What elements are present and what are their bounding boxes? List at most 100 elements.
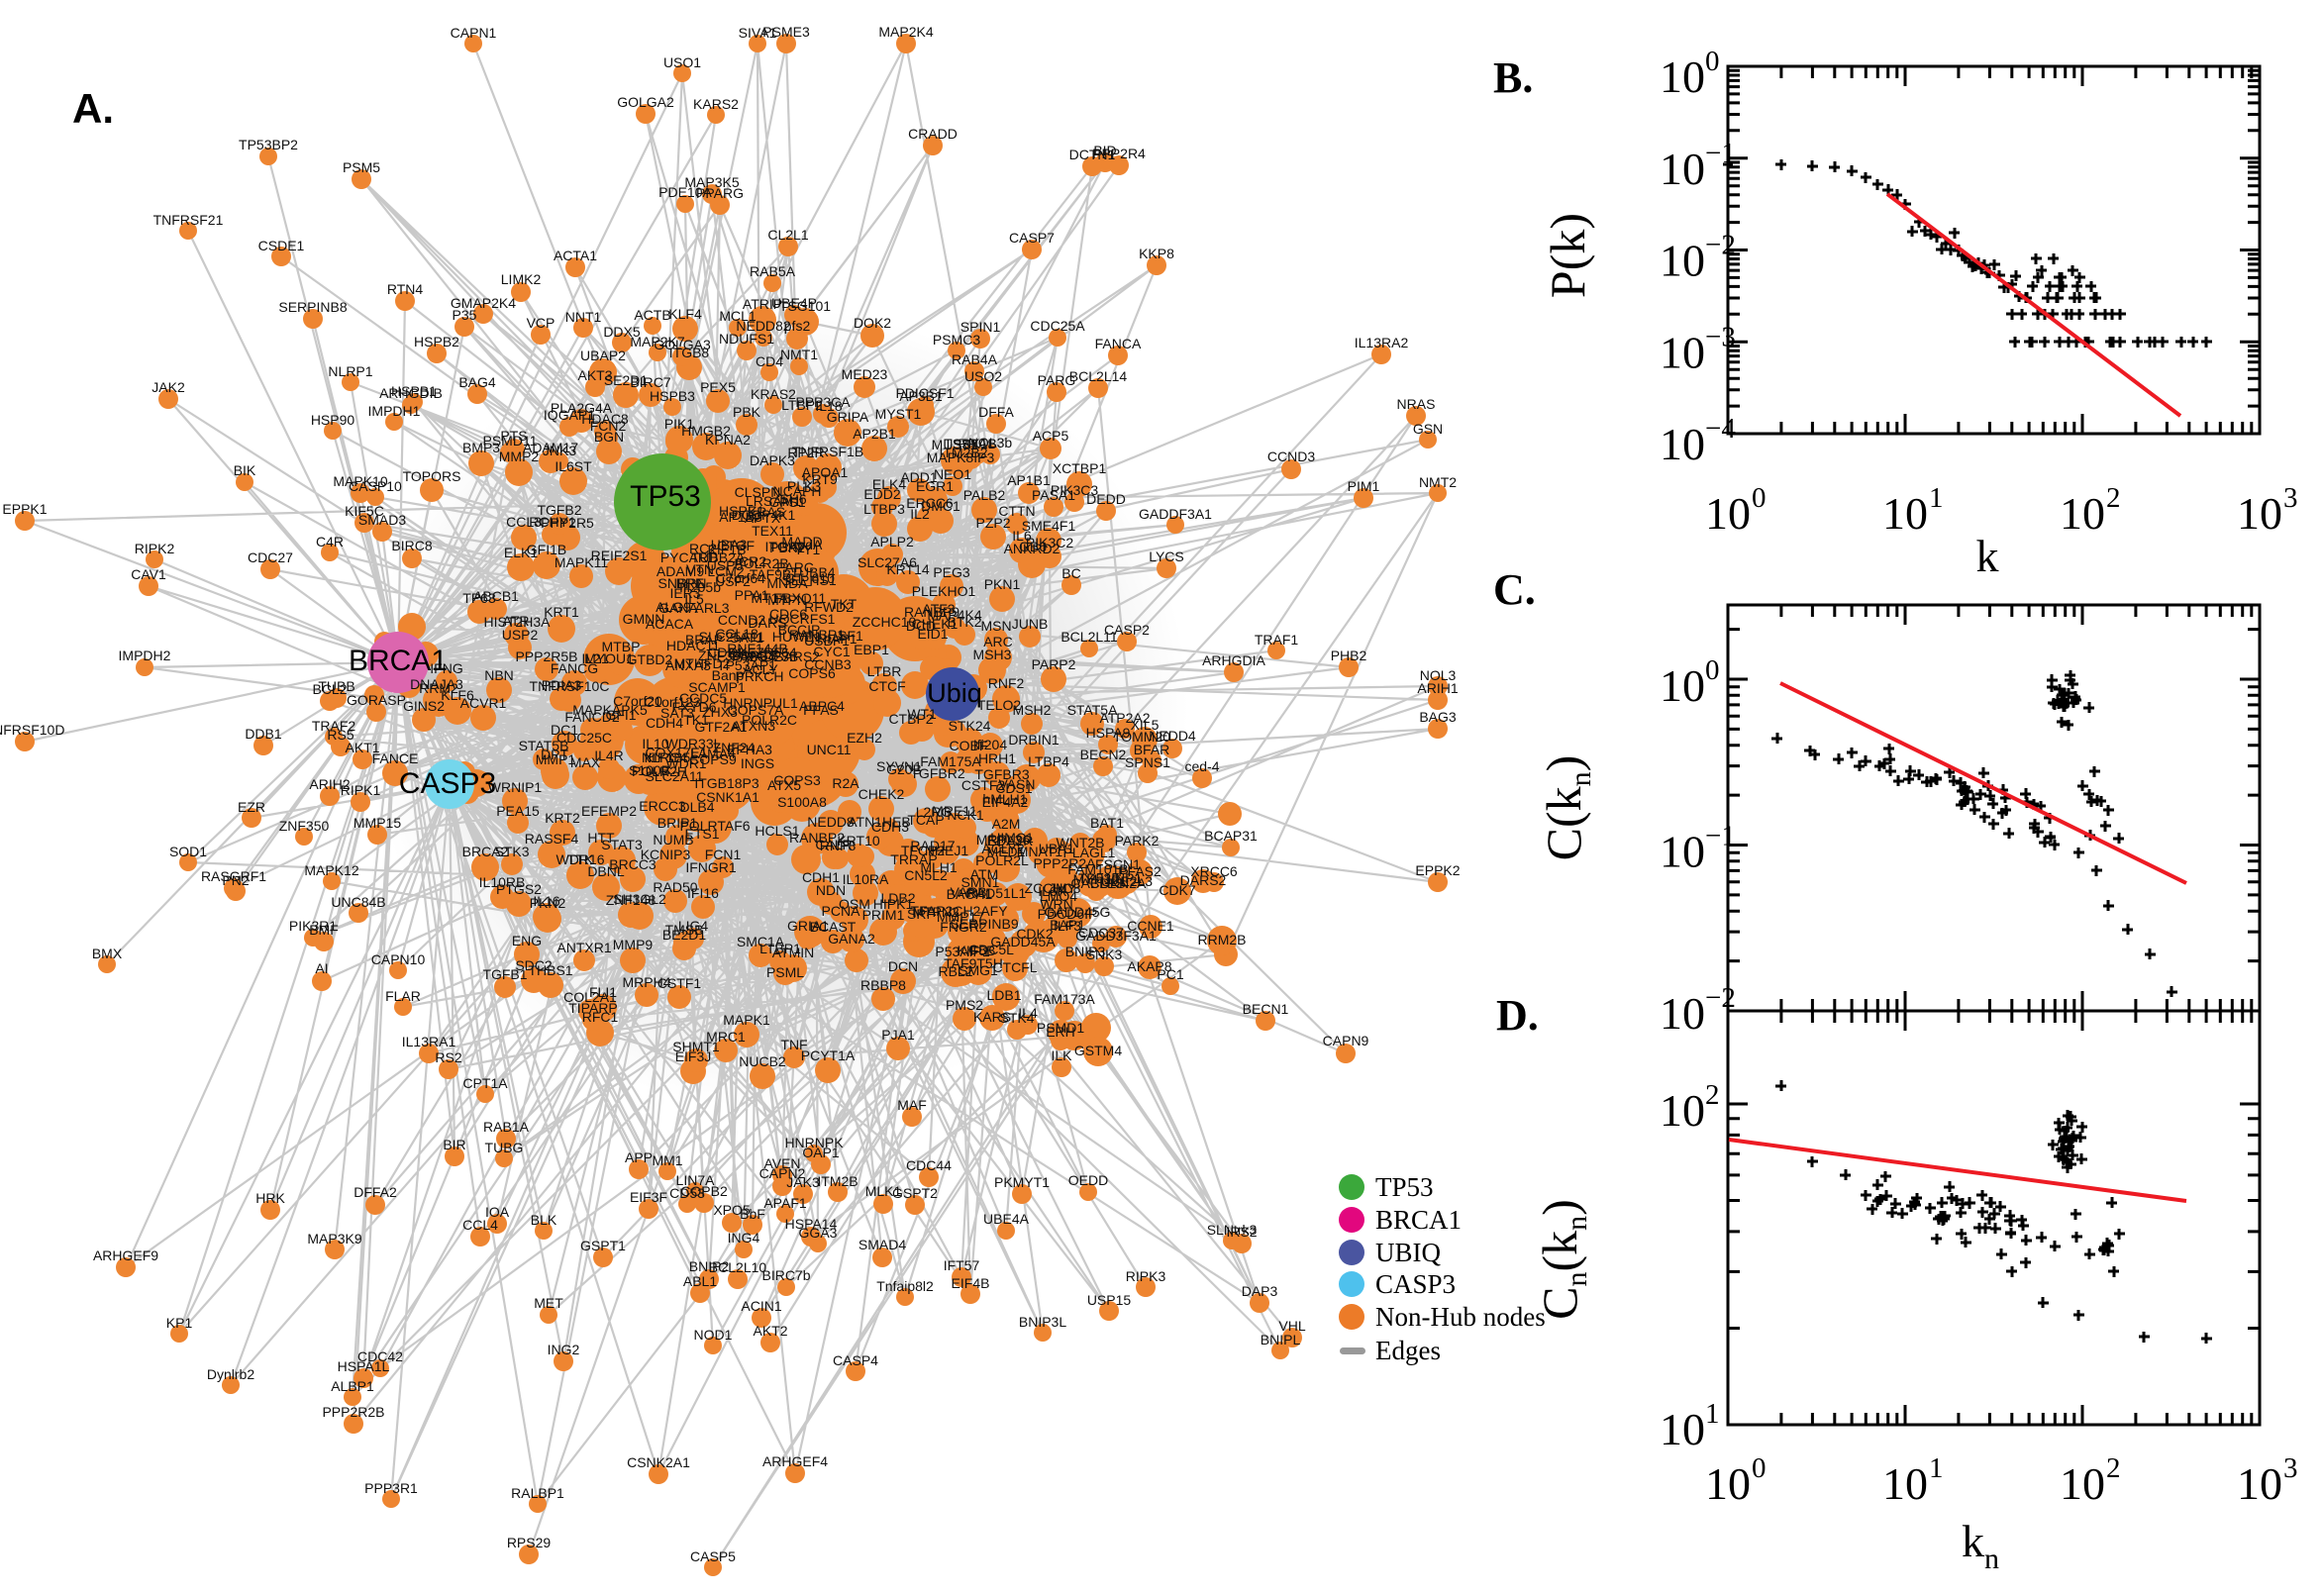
svg-text:UBAP2: UBAP2 <box>580 348 626 363</box>
svg-text:CASP3: CASP3 <box>399 767 496 800</box>
svg-text:PLAGL1: PLAGL1 <box>1063 845 1116 860</box>
svg-text:TNFRSF10D: TNFRSF10D <box>0 722 64 738</box>
svg-text:CASP3: CASP3 <box>1375 1269 1456 1299</box>
svg-text:D.: D. <box>1496 991 1539 1040</box>
svg-text:SMAD3: SMAD3 <box>358 512 406 528</box>
svg-text:PHB2: PHB2 <box>1331 648 1367 663</box>
svg-text:PDICSF1: PDICSF1 <box>895 385 954 401</box>
svg-text:PPARG: PPARG <box>696 185 744 201</box>
svg-text:TNFRSF10C: TNFRSF10C <box>530 678 610 694</box>
svg-text:ANKRD2: ANKRD2 <box>1004 541 1060 556</box>
svg-text:GADD45G: GADD45G <box>1045 904 1111 920</box>
svg-text:BAG4: BAG4 <box>458 374 496 390</box>
svg-text:EDD2: EDD2 <box>863 486 901 502</box>
svg-text:RIPK1: RIPK1 <box>341 782 381 798</box>
svg-text:MAF: MAF <box>897 1097 927 1113</box>
svg-text:CSTF1: CSTF1 <box>657 975 702 991</box>
svg-text:CHEK1: CHEK1 <box>912 616 959 632</box>
svg-text:SIVA1: SIVA1 <box>739 25 777 41</box>
svg-text:DLB4: DLB4 <box>679 799 714 815</box>
svg-text:NNT1: NNT1 <box>565 309 602 325</box>
svg-text:KKP8: KKP8 <box>1139 246 1174 261</box>
svg-text:TFCP2: TFCP2 <box>901 843 946 858</box>
svg-text:NEO1: NEO1 <box>934 466 971 482</box>
svg-text:CAPN2: CAPN2 <box>759 1165 806 1181</box>
svg-text:PBK2: PBK2 <box>769 540 805 555</box>
svg-text:CTTN: CTTN <box>998 503 1035 519</box>
svg-text:C4R: C4R <box>316 534 344 549</box>
svg-text:L2RG: L2RG <box>916 804 953 820</box>
svg-text:EGR1: EGR1 <box>916 478 954 494</box>
svg-text:JAK3: JAK3 <box>786 1174 820 1190</box>
svg-text:SRF: SRF <box>907 906 935 922</box>
svg-text:10: 10 <box>1705 488 1751 539</box>
svg-text:XCTBP1: XCTBP1 <box>1053 460 1107 476</box>
svg-text:IOA: IOA <box>485 1204 510 1220</box>
svg-text:k: k <box>1976 531 1999 581</box>
svg-text:Ifi204: Ifi204 <box>973 737 1007 752</box>
svg-text:−2: −2 <box>1705 982 1736 1014</box>
svg-text:ATP2A2: ATP2A2 <box>1099 710 1150 726</box>
svg-text:RNF2: RNF2 <box>988 675 1025 691</box>
svg-text:10: 10 <box>1882 1458 1928 1509</box>
svg-text:USP2: USP2 <box>502 627 539 643</box>
svg-text:PEX5: PEX5 <box>700 379 736 395</box>
svg-text:HSPA1L: HSPA1L <box>338 1358 390 1374</box>
svg-text:KRT2: KRT2 <box>545 810 580 826</box>
svg-text:C1orf123: C1orf123 <box>644 694 701 710</box>
svg-text:ERCC6: ERCC6 <box>906 495 954 511</box>
svg-text:CAPN9: CAPN9 <box>1323 1033 1369 1048</box>
svg-text:P53AIP1: P53AIP1 <box>935 944 989 959</box>
svg-text:RIPK2: RIPK2 <box>135 541 175 556</box>
svg-text:10: 10 <box>1660 327 1705 377</box>
svg-text:DOK2: DOK2 <box>854 315 891 331</box>
svg-text:RCHY1: RCHY1 <box>529 514 576 530</box>
svg-text:IL18: IL18 <box>815 398 842 414</box>
svg-text:PALB2: PALB2 <box>963 487 1006 503</box>
svg-text:MRC1: MRC1 <box>706 1029 746 1045</box>
svg-text:GB6: GB6 <box>1019 539 1047 554</box>
svg-text:POLR2L: POLR2L <box>975 852 1029 868</box>
svg-text:SLC2A11: SLC2A11 <box>646 768 704 784</box>
svg-text:LIMK2: LIMK2 <box>501 271 542 287</box>
svg-text:BCL2L10: BCL2L10 <box>709 1259 767 1275</box>
svg-text:KRT9: KRT9 <box>802 471 838 487</box>
svg-text:UNC84B: UNC84B <box>331 894 385 910</box>
svg-text:BCAST: BCAST <box>810 919 857 935</box>
svg-text:IMPDH2: IMPDH2 <box>119 648 171 663</box>
svg-text:PLK3: PLK3 <box>787 478 821 494</box>
svg-text:GRIA1: GRIA1 <box>787 918 829 934</box>
svg-text:XIL5: XIL5 <box>1131 717 1160 733</box>
svg-text:MT1A: MT1A <box>751 590 788 606</box>
svg-text:GTF2A1: GTF2A1 <box>695 719 748 735</box>
svg-text:TP53: TP53 <box>1375 1172 1434 1202</box>
svg-text:ETS1: ETS1 <box>684 826 719 842</box>
svg-text:ARHGDIA: ARHGDIA <box>1202 652 1265 668</box>
svg-text:KPNA2: KPNA2 <box>705 432 751 448</box>
svg-text:POLR2H: POLR2H <box>632 763 687 779</box>
svg-text:HCLS1: HCLS1 <box>755 823 799 839</box>
svg-text:CDC27: CDC27 <box>248 549 293 565</box>
svg-text:FSCN1: FSCN1 <box>1095 856 1141 872</box>
svg-text:SPNS1: SPNS1 <box>1125 754 1170 770</box>
svg-text:RASGRF1: RASGRF1 <box>201 868 266 884</box>
svg-text:FANCA: FANCA <box>1095 336 1142 351</box>
svg-text:ARHGEF9: ARHGEF9 <box>93 1247 158 1263</box>
svg-text:IL6: IL6 <box>1012 528 1032 544</box>
svg-text:IFNGR1: IFNGR1 <box>685 859 737 875</box>
svg-text:BNIP3: BNIP3 <box>1065 944 1106 959</box>
svg-text:PFAS2: PFAS2 <box>1118 863 1162 879</box>
svg-text:MMP1: MMP1 <box>536 751 576 767</box>
svg-text:KP1: KP1 <box>166 1315 193 1331</box>
svg-text:CABLES: CABLES <box>1070 875 1125 891</box>
svg-text:EBP1: EBP1 <box>854 642 889 657</box>
svg-text:USP5: USP5 <box>707 557 744 573</box>
svg-text:AKAP8: AKAP8 <box>1127 958 1171 974</box>
svg-text:PN2: PN2 <box>222 872 249 888</box>
svg-text:HSPA9: HSPA9 <box>1086 725 1131 741</box>
svg-text:CDC37: CDC37 <box>1078 925 1124 941</box>
svg-text:PDIA3: PDIA3 <box>542 677 582 693</box>
svg-text:JMY: JMY <box>1049 880 1077 896</box>
svg-text:0: 0 <box>1752 1452 1767 1484</box>
svg-text:COPS9: COPS9 <box>689 751 737 767</box>
